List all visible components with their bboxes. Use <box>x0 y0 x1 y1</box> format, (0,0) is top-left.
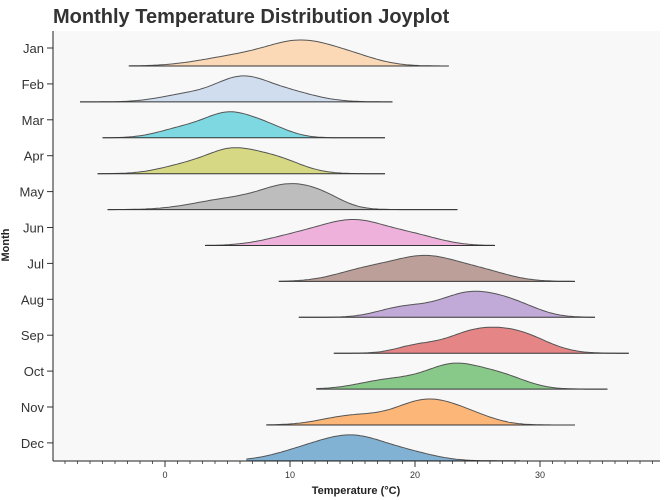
ridge-outline-apr <box>97 147 385 175</box>
ridge-fill-jan <box>128 40 449 66</box>
chart-title: Monthly Temperature Distribution Joyplot <box>53 6 450 28</box>
y-tick-label: Nov <box>21 400 45 415</box>
ridge-fill-nov <box>266 399 575 425</box>
ridge-fill-mar <box>102 111 385 138</box>
ridges-layer <box>80 39 629 462</box>
y-tick-label: Aug <box>21 292 44 307</box>
ridge-outline-jun <box>204 219 496 246</box>
y-axis-label: Month <box>0 228 12 261</box>
ridge-fill-apr <box>97 147 385 174</box>
y-tick-label: Sep <box>21 328 44 343</box>
ridge-fill-oct <box>316 363 608 390</box>
x-tick-label: 10 <box>285 470 295 480</box>
ridge-jul <box>278 254 575 282</box>
ridge-feb <box>80 75 393 103</box>
ridge-jan <box>128 39 449 67</box>
ridge-fill-dec <box>246 434 521 461</box>
ridge-outline-aug <box>298 290 595 318</box>
y-tick-label: Dec <box>21 436 45 451</box>
ridge-fill-jul <box>278 255 575 282</box>
x-tick-label: 30 <box>535 470 545 480</box>
ridge-mar <box>102 111 385 139</box>
ridge-outline-jan <box>128 39 449 67</box>
y-tick-label: Oct <box>24 364 45 379</box>
ridge-outline-sep <box>333 326 629 354</box>
y-tick-label: May <box>19 185 44 200</box>
ridge-may <box>107 183 458 211</box>
ridge-fill-sep <box>333 327 629 354</box>
y-tick-label: Jun <box>23 221 44 236</box>
ridge-outline-feb <box>80 75 393 103</box>
ridge-outline-jul <box>278 254 575 282</box>
x-tick-label: 0 <box>162 470 167 480</box>
axes-layer: Jan Feb Mar Apr May Jun Jul Aug Sep Oct Nov Dec 0 10 2… <box>19 31 660 480</box>
y-tick-label: Mar <box>22 113 45 128</box>
x-axis-label: Temperature (°C) <box>312 485 401 497</box>
ridge-apr <box>97 147 385 175</box>
y-tick-label: Jan <box>23 41 44 56</box>
ridge-jun <box>204 219 496 246</box>
ridge-fill-aug <box>298 291 595 318</box>
y-tick-label: Feb <box>22 77 44 92</box>
y-tick-label: Apr <box>24 149 45 164</box>
ridge-outline-nov <box>266 398 575 426</box>
ridge-aug <box>298 290 595 318</box>
ridge-fill-jun <box>205 219 495 246</box>
ridge-oct <box>316 362 608 390</box>
ridge-outline-oct <box>316 362 608 390</box>
ridge-sep <box>333 326 629 354</box>
x-tick-label: 20 <box>410 470 420 480</box>
ridge-nov <box>266 398 575 426</box>
y-tick-label: Jul <box>27 256 44 271</box>
